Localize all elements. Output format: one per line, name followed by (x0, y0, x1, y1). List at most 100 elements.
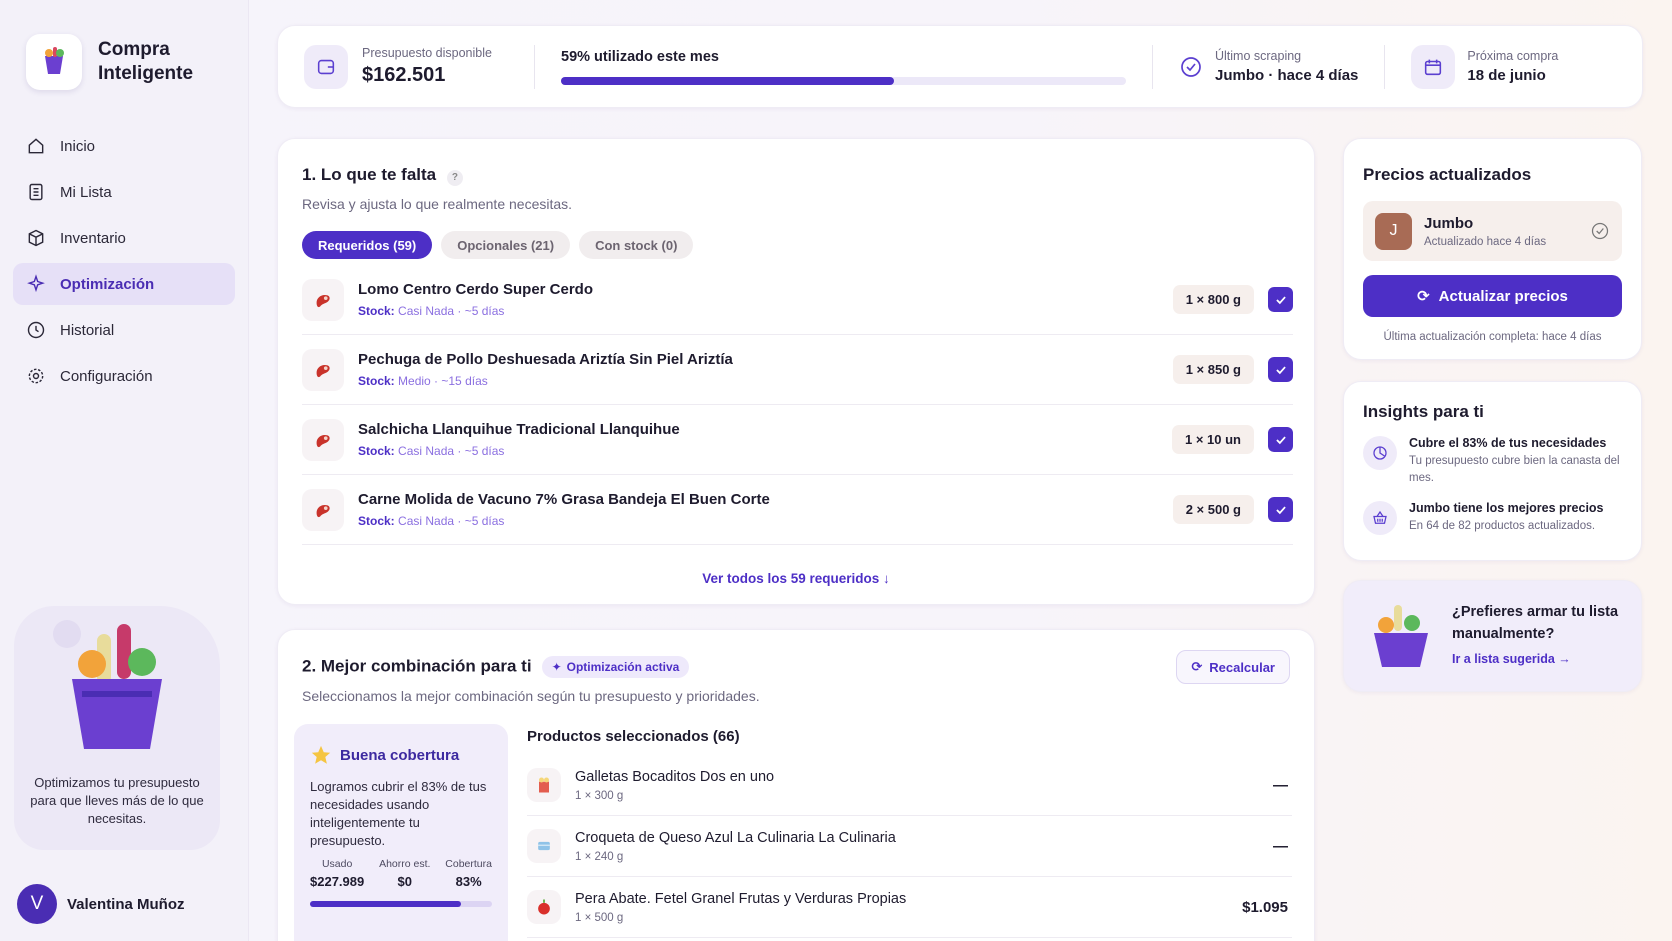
nav-label: Inicio (60, 137, 96, 155)
coverage-card: Buena cobertura Logramos cubrir el 83% d… (294, 724, 508, 941)
insight-desc: En 64 de 82 productos actualizados. (1409, 520, 1596, 532)
stock-label: Stock: (358, 444, 395, 458)
label: Próxima compra (1467, 49, 1559, 63)
subtitle: Revisa y ajusta lo que realmente necesit… (302, 196, 573, 212)
checkbox[interactable] (1268, 357, 1293, 382)
product-icon (527, 768, 561, 802)
insight-title: Cubre el 83% de tus necesidades (1409, 436, 1607, 450)
stat-value: $0 (397, 874, 412, 889)
stat-label: Usado (321, 858, 353, 870)
stat: Usado $227.989 (310, 858, 364, 889)
item-row: Carne Molida de Vacuno 7% Grasa Bandeja … (302, 475, 1293, 545)
nav-label: Configuración (60, 367, 153, 385)
user[interactable]: V Valentina Muñoz (17, 884, 185, 924)
see-all[interactable]: Ver todos los 59 requeridos ↓ (702, 571, 890, 586)
item-name: Pechuga de Pollo Deshuesada Ariztía Sin … (358, 351, 733, 368)
nav-label: Inventario (60, 229, 126, 247)
product-text: Croqueta de Queso Azul La Culinaria La C… (575, 830, 896, 863)
item-name: Carne Molida de Vacuno 7% Grasa Bandeja … (358, 491, 770, 508)
brand: Compra Inteligente (26, 34, 208, 90)
stat-label: Ahorro est. (379, 858, 431, 870)
insight-icon (1363, 501, 1397, 535)
usage: 59% utilizado este mes (561, 48, 719, 65)
product-name: Croqueta de Queso Azul La Culinaria La C… (575, 829, 896, 846)
item-icon (302, 488, 344, 531)
product-row: Pera Abate. Fetel Granel Frutas y Verdur… (527, 877, 1292, 938)
brand-name: Compra Inteligente (98, 39, 194, 84)
item-text: Pechuga de Pollo Deshuesada Ariztía Sin … (358, 351, 733, 388)
nav-item[interactable]: Historial (13, 309, 235, 351)
item-row: Pechuga de Pollo Deshuesada Ariztía Sin … (302, 335, 1293, 405)
insight-title: Jumbo tiene los mejores precios (1409, 501, 1604, 515)
item-name: Lomo Centro Cerdo Super Cerdo (358, 281, 594, 298)
product-name: Galletas Bocaditos Dos en uno (575, 768, 775, 785)
budget: $162.501 (362, 64, 446, 86)
title: ¿Prefieres armar tu lista manualmente? (1452, 604, 1619, 642)
store-name: Jumbo (1424, 214, 1474, 232)
nav-item[interactable]: Optimización (13, 263, 235, 305)
scraping: Jumbo · hace 4 días (1215, 67, 1359, 84)
summary-card: Presupuesto disponible $162.501 59% utili… (277, 25, 1643, 108)
stock-value: Casi Nada · ~5 días (398, 444, 505, 458)
item-name: Salchicha Llanquihue Tradicional Llanqui… (358, 421, 680, 438)
store-updated: Actualizado hace 4 días (1424, 235, 1547, 248)
product-name: Pera Abate. Fetel Granel Frutas y Verdur… (575, 890, 907, 907)
nav-item[interactable]: Mi Lista (13, 171, 235, 213)
next-purchase: 18 de junio (1467, 67, 1546, 84)
product-row: Croqueta de Queso Azul La Culinaria La C… (527, 816, 1292, 877)
item-icon (302, 278, 344, 321)
checkbox[interactable] (1268, 427, 1293, 452)
item-qty: 1 × 10 un (1172, 425, 1254, 454)
nav-label: Historial (60, 321, 115, 339)
checkbox[interactable] (1268, 287, 1293, 312)
product-text: Pera Abate. Fetel Granel Frutas y Verdur… (575, 891, 906, 924)
stock-label: Stock: (358, 374, 395, 388)
section-title: 2. Mejor combinación para ti ✦ Optimizació… (302, 656, 1290, 678)
avatar: V (17, 884, 57, 924)
tab[interactable]: Con stock (0) (579, 231, 694, 259)
selected-title: Productos seleccionados (66) (527, 728, 740, 745)
promo-text: Optimizamos tu presupuesto para que llev… (30, 775, 204, 826)
insight-text: Cubre el 83% de tus necesidades Tu presup… (1409, 436, 1622, 487)
item-row: Salchicha Llanquihue Tradicional Llanqui… (302, 405, 1293, 475)
tabs: Requeridos (59) Opcionales (21) Con stock … (302, 231, 1290, 259)
item-stock: Stock: Casi Nada · ~5 días (358, 514, 770, 528)
coverage-text: Logramos cubrir el 83% de tus necesidade… (310, 779, 487, 848)
nav-item[interactable]: Inventario (13, 217, 235, 259)
title: 1. Lo que te falta (302, 165, 437, 184)
item-row: Lomo Centro Cerdo Super Cerdo Stock: Casi… (302, 265, 1293, 335)
sidebar: Compra Inteligente Inicio Mi Lista Inventa… (0, 0, 249, 941)
nav-item[interactable]: Configuración (13, 355, 235, 397)
recalc-button[interactable]: ⟳ Recalcular (1176, 650, 1290, 684)
store: J Jumbo Actualizado hace 4 días (1363, 201, 1622, 261)
nav-item[interactable]: Inicio (13, 125, 235, 167)
item-text: Carne Molida de Vacuno 7% Grasa Bandeja … (358, 491, 770, 528)
usage-bar (561, 76, 1126, 85)
prices-card: Precios actualizados J Jumbo Actualizado … (1343, 138, 1642, 360)
item-stock: Stock: Medio · ~15 días (358, 374, 733, 388)
product-qty: 1 × 240 g (575, 850, 624, 863)
stock-value: Medio · ~15 días (398, 374, 488, 388)
calendar-icon (1411, 44, 1456, 89)
label: Presupuesto disponible (362, 46, 492, 60)
link[interactable]: Ir a lista sugerida → (1452, 652, 1571, 666)
button-text: Recalcular (1209, 659, 1275, 675)
badge-text: Optimización activa (566, 660, 680, 674)
insight: Cubre el 83% de tus necesidades Tu presup… (1363, 436, 1622, 487)
item-qty: 1 × 800 g (1172, 285, 1254, 314)
tab[interactable]: Requeridos (59) (302, 231, 433, 259)
update-button[interactable]: ⟳ Actualizar precios (1363, 275, 1622, 317)
help[interactable]: ? (446, 170, 463, 186)
section-title: 1. Lo que te falta ? (302, 165, 1290, 186)
checkbox[interactable] (1268, 497, 1293, 522)
selected-products: Productos seleccionados (66) Galletas Bo… (527, 728, 1292, 938)
stock-label: Stock: (358, 304, 395, 318)
tab[interactable]: Opcionales (21) (441, 231, 571, 259)
combo-card: 2. Mejor combinación para ti ✦ Optimizació… (277, 629, 1315, 941)
item-qty: 2 × 500 g (1172, 495, 1254, 524)
stat: Ahorro est. $0 (379, 858, 430, 889)
stock-value: Casi Nada · ~5 días (398, 514, 505, 528)
logo (26, 34, 82, 90)
item-icon (302, 348, 344, 391)
